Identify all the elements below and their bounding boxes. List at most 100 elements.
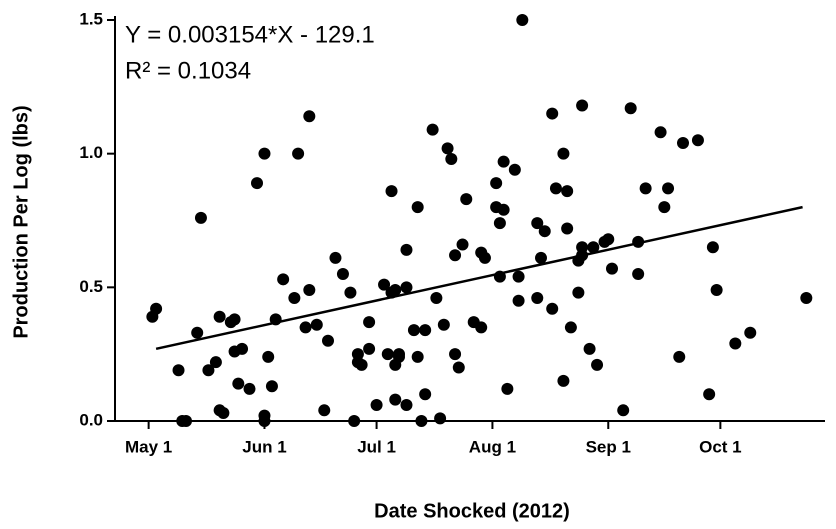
point (460, 193, 473, 206)
r-squared: R² = 0.1034 (125, 57, 251, 84)
point (400, 398, 413, 411)
point (385, 185, 398, 198)
point (150, 302, 163, 315)
point (703, 388, 716, 401)
x-tick-label: May 1 (125, 437, 172, 456)
point (217, 406, 230, 419)
point (546, 302, 559, 315)
y-tick-label: 0.0 (79, 410, 103, 429)
point (557, 374, 570, 387)
point (512, 294, 525, 307)
point (430, 292, 443, 305)
point (662, 182, 675, 195)
point (478, 251, 491, 264)
point (706, 241, 719, 254)
point (564, 321, 577, 334)
point (411, 350, 424, 363)
point (400, 281, 413, 294)
point (351, 348, 364, 361)
x-tick-label: Aug 1 (469, 437, 516, 456)
point (639, 182, 652, 195)
point (232, 377, 245, 390)
point (535, 251, 547, 264)
point (632, 267, 645, 280)
point (389, 284, 402, 297)
point (292, 147, 305, 160)
point (393, 350, 405, 363)
point (209, 356, 222, 369)
point (501, 382, 514, 395)
x-tick-label: Oct 1 (699, 437, 742, 456)
point (434, 412, 447, 425)
point (800, 292, 813, 305)
point (497, 155, 510, 168)
point (490, 177, 503, 190)
point (557, 147, 570, 160)
point (729, 337, 742, 350)
point (531, 217, 544, 230)
point (475, 321, 488, 334)
point (299, 321, 312, 334)
point (213, 310, 226, 323)
point (400, 243, 413, 256)
point (493, 217, 506, 230)
point (576, 99, 589, 112)
point (508, 163, 521, 176)
point (389, 393, 402, 406)
point (449, 249, 462, 262)
point (583, 342, 596, 355)
point (303, 110, 316, 123)
point (449, 348, 462, 361)
point (606, 262, 618, 275)
point (336, 267, 349, 280)
point (497, 203, 510, 216)
point (415, 415, 428, 427)
point (318, 404, 331, 417)
point (243, 382, 256, 395)
point (407, 324, 420, 337)
point (363, 342, 376, 355)
point (258, 147, 271, 160)
point (538, 225, 551, 238)
point (437, 318, 450, 331)
point (452, 361, 465, 374)
point (426, 123, 439, 136)
point (617, 404, 630, 417)
point (262, 350, 275, 363)
point (691, 134, 704, 147)
point (677, 136, 689, 149)
point (191, 326, 204, 339)
y-tick-label: 1.5 (79, 9, 103, 28)
x-axis-title: Date Shocked (2012) (374, 500, 570, 522)
point (602, 233, 615, 246)
point (277, 273, 290, 286)
point (381, 348, 394, 361)
point (228, 313, 241, 326)
point (624, 102, 637, 115)
point (303, 284, 316, 297)
y-tick-label: 1.0 (79, 143, 103, 162)
point (419, 324, 432, 337)
point (549, 182, 562, 195)
point (258, 415, 271, 427)
point (265, 380, 278, 393)
point (744, 326, 757, 339)
point (546, 107, 559, 120)
point (587, 241, 600, 254)
point (180, 415, 192, 427)
point (591, 358, 604, 371)
point (456, 238, 469, 251)
point (322, 334, 334, 347)
point (355, 358, 368, 371)
y-axis-title: Production Per Log (lbs) (10, 105, 32, 338)
point (172, 364, 185, 377)
point (370, 398, 383, 411)
x-tick-label: Jun 1 (242, 437, 286, 456)
point (654, 126, 667, 139)
point (288, 292, 301, 305)
point (516, 14, 529, 26)
fit-line (155, 205, 803, 351)
point (236, 342, 249, 355)
point (512, 270, 525, 283)
